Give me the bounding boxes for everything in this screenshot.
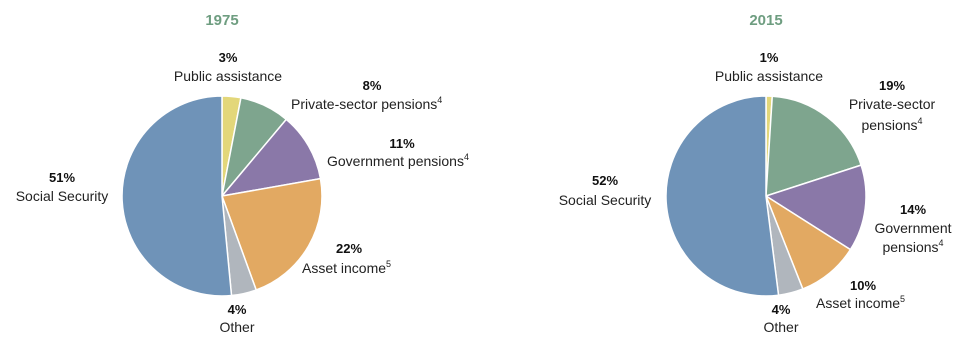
pie-slice-government-pensions-1975 <box>220 118 322 198</box>
pie-slice-private-sector-pensions-2015 <box>765 95 863 198</box>
pie-chart-1975: 1975 3% Public assistance 8% Private-sec… <box>16 12 469 335</box>
slice-value-public-assistance-2015: 1% <box>760 50 779 65</box>
slice-label-other-2015: 4% Other <box>763 302 798 335</box>
pie-slice-government-pensions-2015 <box>764 164 867 251</box>
footnote-marker: 4 <box>464 152 469 162</box>
slice-value-asset-income-1975: 22% <box>336 241 362 256</box>
slice-name-asset-income-1975: Asset income5 <box>302 259 391 276</box>
footnote-marker: 5 <box>386 259 391 269</box>
slice-value-other-1975: 4% <box>228 302 247 317</box>
footnote-marker: 4 <box>918 116 923 126</box>
slice-label-other-1975: 4% Other <box>219 302 254 335</box>
pie-slice-social-security-2015 <box>665 95 780 297</box>
chart-title-1975: 1975 <box>205 12 238 29</box>
slice-label-public-assistance-1975: 3% Public assistance <box>174 50 282 84</box>
slice-value-government-pensions-1975: 11% <box>389 136 415 151</box>
slice-name-private-pensions-2015: Private-sector <box>849 96 936 112</box>
chart-title-2015: 2015 <box>749 12 782 29</box>
slice-name-asset-income-2015: Asset income5 <box>816 294 905 311</box>
slice-name-government-pensions-2015-line2: pensions4 <box>882 238 943 255</box>
slice-name-public-assistance-2015: Public assistance <box>715 68 823 84</box>
slice-label-asset-income-1975: 22% Asset income5 <box>302 241 391 276</box>
slice-name-private-pensions-2015-line2: pensions4 <box>861 116 922 133</box>
slice-name-government-pensions-2015: Government <box>874 220 951 236</box>
slice-value-private-pensions-2015: 19% <box>879 78 905 93</box>
footnote-marker: 5 <box>900 294 905 304</box>
slice-name-public-assistance-1975: Public assistance <box>174 68 282 84</box>
slice-name-government-pensions-1975: Government pensions4 <box>327 152 469 169</box>
slice-label-social-security-2015: 52% Social Security <box>559 173 652 208</box>
slice-name-social-security-1975: Social Security <box>16 188 109 204</box>
slice-value-other-2015: 4% <box>772 302 791 317</box>
slice-label-asset-income-2015: 10% Asset income5 <box>816 278 905 311</box>
pie-slice-asset-income-1975 <box>220 177 323 291</box>
slice-label-government-pensions-1975: 11% Government pensions4 <box>327 136 469 169</box>
slice-label-private-pensions-2015: 19% Private-sector pensions4 <box>849 78 936 133</box>
pie-slices-2015 <box>665 95 867 297</box>
slice-value-government-pensions-2015: 14% <box>900 202 926 217</box>
pie-slices-1975 <box>121 95 323 297</box>
slice-name-social-security-2015: Social Security <box>559 192 652 208</box>
slice-value-private-pensions-1975: 8% <box>363 78 382 93</box>
slice-name-private-pensions-1975: Private-sector pensions4 <box>291 95 442 112</box>
slice-label-public-assistance-2015: 1% Public assistance <box>715 50 823 84</box>
footnote-marker: 4 <box>437 95 442 105</box>
slice-label-private-pensions-1975: 8% Private-sector pensions4 <box>291 78 442 112</box>
slice-value-social-security-2015: 52% <box>592 173 618 188</box>
slice-value-asset-income-2015: 10% <box>850 278 876 293</box>
slice-name-other-1975: Other <box>219 319 254 335</box>
slice-name-other-2015: Other <box>763 319 798 335</box>
pie-chart-2015: 2015 1% Public assistance 19% Private-se… <box>559 12 952 335</box>
slice-label-social-security-1975: 51% Social Security <box>16 170 109 204</box>
slice-label-government-pensions-2015: 14% Government pensions4 <box>874 202 951 255</box>
slice-value-public-assistance-1975: 3% <box>219 50 238 65</box>
slice-value-social-security-1975: 51% <box>49 170 75 185</box>
pie-slice-social-security-1975 <box>121 95 233 297</box>
footnote-marker: 4 <box>939 238 944 248</box>
